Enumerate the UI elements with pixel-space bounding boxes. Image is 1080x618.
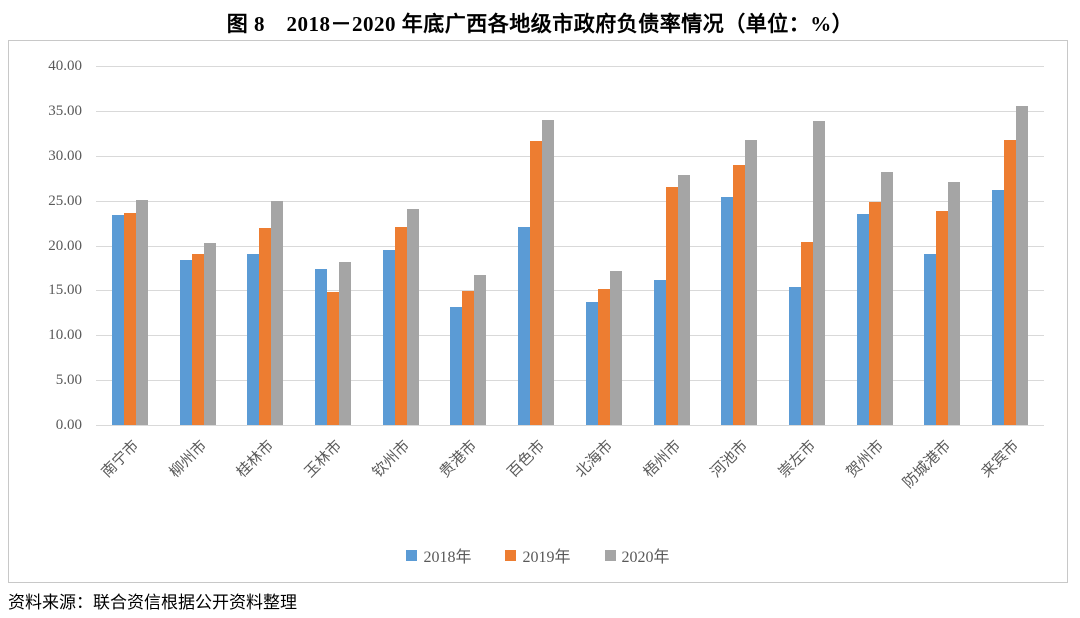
bar — [880, 171, 893, 425]
bar — [530, 141, 543, 425]
bar — [247, 253, 260, 425]
gridline — [96, 380, 1044, 382]
source-note: 资料来源：联合资信根据公开资料整理 — [8, 593, 297, 612]
x-axis-category-label: 南宁市 — [98, 437, 143, 481]
y-axis-tick-label: 35.00 — [48, 102, 82, 119]
bar — [1016, 106, 1029, 425]
bar — [179, 259, 192, 425]
x-axis-category-label: 来宾市 — [979, 437, 1023, 481]
bar — [315, 268, 327, 425]
x-axis-category-label: 柳州市 — [166, 437, 210, 481]
chart-area: 0.00 5.00 10.00 15.00 20.00 25.00 30.00 35.00 40… — [8, 40, 1068, 583]
y-axis-tick-label: 30.00 — [48, 147, 82, 164]
legend-swatch-2020 — [604, 549, 616, 561]
bar — [609, 270, 622, 425]
bar — [111, 214, 124, 425]
y-axis-tick-label: 40.00 — [48, 58, 82, 74]
bar — [856, 214, 869, 425]
bar — [542, 119, 555, 425]
x-axis-category-label: 钦州市 — [369, 437, 413, 481]
bar — [677, 175, 690, 425]
bar — [924, 253, 937, 425]
bar — [585, 302, 598, 425]
legend-swatch-2019 — [505, 549, 517, 561]
bar — [721, 197, 734, 425]
bar — [733, 164, 746, 425]
gridline — [96, 290, 1044, 292]
bar — [203, 242, 216, 425]
legend-label: 2020年 — [621, 549, 670, 566]
gridline — [96, 155, 1044, 157]
legend-label: 2019年 — [522, 549, 571, 566]
x-axis-category-label: 贵港市 — [437, 437, 481, 481]
y-axis-tick-label: 0.00 — [55, 417, 82, 433]
bar — [462, 291, 475, 425]
bar — [801, 241, 813, 425]
x-axis-category-label: 河池市 — [708, 437, 752, 481]
chart-legend: 2018年 2019年 2020年 — [9, 543, 1067, 567]
bar — [271, 200, 284, 425]
x-axis-category-label: 玉林市 — [301, 437, 346, 481]
gridline — [96, 245, 1044, 247]
gridline — [96, 200, 1044, 202]
x-axis-category-label: 梧州市 — [640, 437, 684, 481]
bar — [339, 261, 351, 425]
bar — [406, 208, 419, 425]
y-axis-tick-label: 20.00 — [48, 237, 82, 254]
bar — [653, 279, 666, 425]
bar — [327, 292, 339, 425]
chart-title: 图 8 2018－2020 年底广西各地级市政府负债率情况（单位：%） — [226, 12, 854, 36]
x-axis-category-label: 崇左市 — [775, 437, 820, 481]
y-axis-tick-label: 10.00 — [48, 327, 82, 344]
bar — [474, 275, 487, 425]
legend-swatch-2018 — [406, 549, 418, 561]
bar — [597, 288, 610, 425]
bar — [868, 201, 881, 425]
bar — [665, 187, 678, 425]
legend-item: 2019年 — [505, 543, 571, 567]
bar — [1004, 139, 1017, 425]
plot-area: 0.00 5.00 10.00 15.00 20.00 25.00 30.00 35.00 40… — [9, 41, 1067, 582]
bar — [992, 189, 1005, 425]
gridline — [96, 66, 1044, 67]
y-axis-tick-label: 15.00 — [48, 282, 82, 299]
bar — [948, 181, 961, 425]
bar — [450, 306, 463, 425]
legend-label: 2018年 — [423, 549, 472, 566]
x-axis-category-label: 北海市 — [572, 437, 617, 481]
bar — [789, 286, 801, 425]
x-axis-category-label: 百色市 — [505, 437, 549, 481]
x-axis-category-label: 防城港市 — [900, 437, 955, 492]
bar — [518, 226, 531, 425]
gridline — [96, 425, 1044, 426]
bar — [259, 228, 272, 425]
y-axis-tick-label: 5.00 — [55, 372, 82, 389]
gridline — [96, 110, 1044, 112]
bar — [191, 254, 204, 425]
legend-item: 2020年 — [604, 543, 670, 567]
bar — [382, 249, 395, 425]
x-axis-category-label: 桂林市 — [234, 437, 278, 481]
gridline — [96, 335, 1044, 337]
legend-item: 2018年 — [406, 543, 471, 567]
y-axis-tick-label: 25.00 — [48, 192, 82, 209]
bar — [813, 120, 825, 425]
bar — [135, 199, 148, 425]
bar — [394, 226, 407, 425]
x-axis-category-label: 贺州市 — [843, 437, 887, 481]
bar — [123, 213, 136, 425]
bar — [936, 211, 949, 425]
bar — [745, 139, 758, 425]
